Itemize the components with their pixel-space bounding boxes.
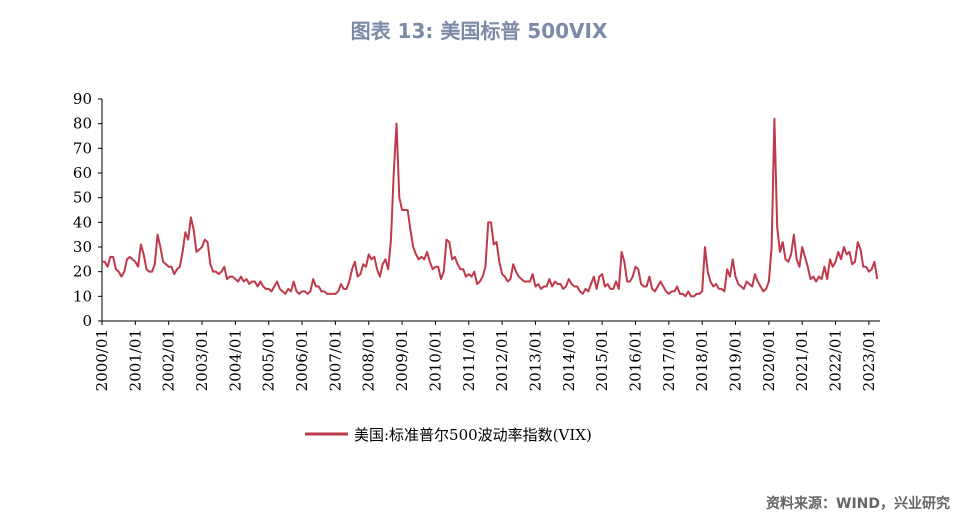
x-tick-label: 2001/01 <box>126 329 144 391</box>
y-tick-label: 20 <box>73 263 92 281</box>
y-tick-label: 40 <box>73 213 92 231</box>
x-tick-label: 2011/01 <box>460 329 478 391</box>
x-tick-label: 2020/01 <box>760 329 778 391</box>
x-tick-label: 2003/01 <box>193 329 211 391</box>
y-tick-label: 90 <box>73 90 92 108</box>
y-tick-label: 10 <box>73 287 92 305</box>
chart-title: 图表 13: 美国标普 500VIX <box>351 19 608 43</box>
x-tick-label: 2005/01 <box>260 329 278 391</box>
x-tick-label: 2016/01 <box>626 329 644 391</box>
y-tick-label: 50 <box>73 189 92 207</box>
y-tick-label: 80 <box>73 115 92 133</box>
x-tick-label: 2021/01 <box>793 329 811 391</box>
x-tick-label: 2014/01 <box>560 329 578 391</box>
y-tick-label: 70 <box>73 139 92 157</box>
legend-label: 美国:标准普尔500波动率指数(VIX) <box>354 426 592 444</box>
x-tick-label: 2017/01 <box>660 329 678 391</box>
x-tick-label: 2008/01 <box>360 329 378 391</box>
x-tick-label: 2000/01 <box>93 329 111 391</box>
x-tick-label: 2018/01 <box>693 329 711 391</box>
x-tick-label: 2023/01 <box>860 329 878 391</box>
x-tick-label: 2022/01 <box>827 329 845 391</box>
x-tick-label: 2013/01 <box>526 329 544 391</box>
x-tick-label: 2009/01 <box>393 329 411 391</box>
x-tick-label: 2019/01 <box>727 329 745 391</box>
x-tick-label: 2004/01 <box>226 329 244 391</box>
x-tick-label: 2015/01 <box>593 329 611 391</box>
x-tick-label: 2002/01 <box>160 329 178 391</box>
y-tick-label: 0 <box>82 312 92 330</box>
x-tick-label: 2012/01 <box>493 329 511 391</box>
x-tick-label: 2010/01 <box>426 329 444 391</box>
y-tick-label: 30 <box>73 238 92 256</box>
x-tick-label: 2007/01 <box>326 329 344 391</box>
x-tick-label: 2006/01 <box>293 329 311 391</box>
series-line <box>102 117 879 298</box>
source: 资料来源：WIND，兴业研究 <box>766 495 950 512</box>
y-tick-label: 60 <box>73 164 92 182</box>
